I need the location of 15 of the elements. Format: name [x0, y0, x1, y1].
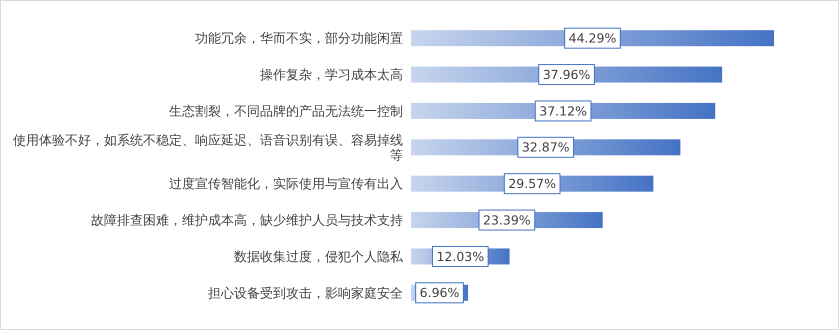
y-tick-label: 担心设备受到攻击，影响家庭安全	[208, 285, 403, 302]
y-tick-label: 过度宣传智能化，实际使用与宣传有出入	[169, 176, 403, 192]
data-label: 44.29%	[568, 30, 616, 46]
data-label: 23.39%	[483, 212, 531, 228]
data-label: 32.87%	[522, 140, 570, 155]
y-tick-label: 使用体验不好，如系统不稳定、响应延迟、语音识别有误、容易掉线等	[13, 132, 403, 164]
y-tick-label: 故障排查困难，维护成本高，缺少维护人员与技术支持	[91, 212, 403, 229]
data-label: 6.96%	[420, 285, 460, 300]
y-tick-label: 操作复杂，学习成本太高	[260, 67, 403, 84]
data-label: 37.12%	[539, 103, 588, 118]
data-label: 29.57%	[508, 176, 556, 192]
data-label: 37.96%	[542, 66, 591, 82]
y-tick-label: 数据收集过度，侵犯个人隐私	[234, 248, 404, 265]
y-tick-label: 功能冗余，华而不实，部分功能闲置	[195, 32, 403, 47]
y-tick-label: 生态割裂，不同品牌的产品无法统一控制	[169, 104, 403, 120]
